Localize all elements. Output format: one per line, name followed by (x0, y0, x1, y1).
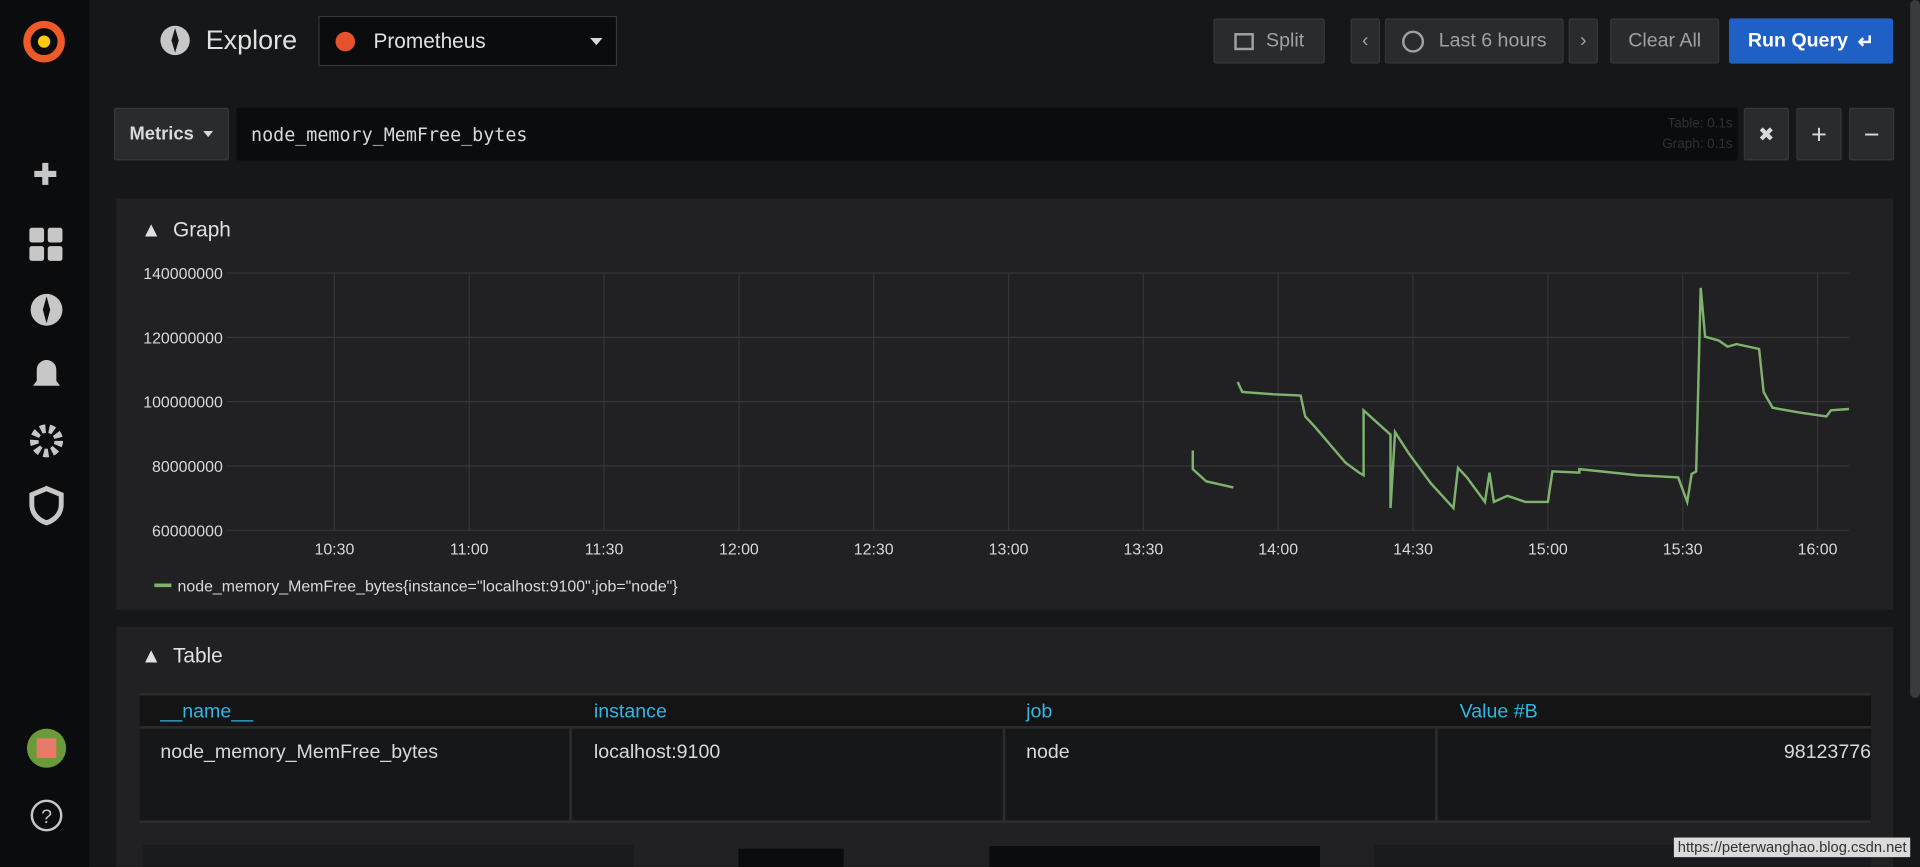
metrics-button[interactable]: Metrics (113, 107, 229, 161)
time-forward[interactable]: › (1568, 18, 1598, 64)
time-range: Last 6 hours (1438, 30, 1547, 51)
y-tick-label: 100000000 (143, 395, 223, 412)
x-tick-label: 11:30 (585, 542, 624, 559)
run-query-label: Run Query (1747, 30, 1848, 51)
sidebar-icons: ? (23, 20, 67, 832)
timing: Graph: 0.1s (1662, 137, 1733, 152)
x-tick-label: 12:30 (854, 542, 894, 559)
legend-label: node_memory_MemFree_bytes{instance="loca… (178, 578, 679, 595)
x-tick-label: 15:00 (1528, 542, 1568, 559)
cell-divider (1435, 728, 1438, 823)
column-header[interactable]: Value #B (1459, 701, 1538, 723)
time-picker[interactable]: Last 6 hours (1384, 18, 1564, 64)
prometheus-icon (335, 31, 356, 52)
grafana-logo[interactable] (23, 20, 65, 63)
pager-button[interactable] (738, 848, 844, 867)
datasource-picker[interactable]: Prometheus (318, 15, 618, 67)
logo-core (37, 35, 51, 48)
dropdown-caret (590, 37, 603, 46)
admin-icon[interactable] (29, 485, 64, 526)
y-tick-label: 120000000 (143, 330, 223, 347)
help-mark: ? (41, 806, 52, 828)
pager-select[interactable] (989, 846, 1321, 867)
x-tick-label: 15:30 (1663, 542, 1703, 559)
dashboards-icon[interactable] (29, 227, 63, 261)
clear-all-label: Clear All (1628, 30, 1702, 51)
split-label: Split (1266, 30, 1305, 51)
pager-area (143, 844, 634, 867)
split-button[interactable]: Split (1213, 18, 1325, 64)
x-tick-label: 16:00 (1798, 542, 1838, 559)
query-expression: node_memory_MemFree_bytes (251, 123, 528, 146)
table-cell: node_memory_MemFree_bytes (160, 742, 439, 763)
sidebar: ? (0, 0, 90, 867)
graph-panel: ▲ Graph 60000000 80000000 100000000 1200000… (116, 198, 1894, 610)
page-title: Explore (205, 24, 298, 56)
x-tick-label: 13:00 (989, 542, 1029, 559)
column-header[interactable]: __name__ (160, 701, 254, 723)
y-tick-label: 80000000 (152, 459, 223, 476)
x-tick-label: 14:30 (1393, 542, 1433, 559)
data-line (1191, 287, 1850, 511)
cell-divider (569, 728, 572, 823)
y-tick-label: 140000000 (143, 266, 223, 283)
table-cell: node (1026, 742, 1070, 763)
graph-toggle[interactable]: ▲ Graph (140, 217, 231, 242)
help-icon[interactable] (30, 799, 63, 832)
config-icon[interactable] (30, 424, 64, 458)
x-tick-label: 10:30 (314, 542, 354, 559)
remove-row-button[interactable]: − (1848, 107, 1895, 161)
table-cell: 98123776 (1783, 742, 1872, 763)
table-toggle[interactable]: ▲ Table (140, 644, 223, 668)
table-heading: Table (172, 644, 223, 668)
add-query-button[interactable]: + (1796, 107, 1842, 161)
scrollbar[interactable] (1910, 0, 1920, 698)
cell-divider (1002, 728, 1006, 823)
graph-heading: Graph (172, 217, 231, 242)
x-tick-label: 14:00 (1258, 542, 1298, 559)
query-timings: Table: 0.1s Graph: 0.1s (1662, 114, 1732, 156)
clear-all-button[interactable]: Clear All (1610, 18, 1720, 64)
timing: Table: 0.1s (1667, 116, 1733, 132)
metrics-label: Metrics (129, 123, 194, 145)
query-field[interactable]: node_memory_MemFree_bytes Table: 0.1s Gra… (236, 107, 1738, 161)
table-cell: localhost:9100 (593, 742, 721, 763)
chart: 60000000 80000000 100000000 120000000 140000… (143, 266, 1850, 595)
remove-query-button[interactable]: ✖ (1743, 107, 1789, 161)
table-row: node_memory_MemFree_bytes localhost:9100… (139, 728, 1872, 823)
column-header[interactable]: job (1026, 701, 1053, 723)
table-panel: ▲ Table __name__ instance job Value #B n… (116, 626, 1894, 867)
time-back[interactable]: ‹ (1350, 18, 1381, 64)
x-tick-label: 13:30 (1123, 542, 1163, 559)
avatar-face (36, 738, 57, 758)
table-header: __name__ instance job Value #B (139, 693, 1872, 729)
run-query-button[interactable]: Run Query ↵ (1728, 18, 1894, 64)
watermark: https://peterwanghao.blog.csdn.net (1674, 837, 1911, 858)
x-tick-label: 12:00 (719, 542, 759, 559)
y-tick-label: 60000000 (152, 523, 223, 540)
create-icon[interactable] (34, 162, 57, 185)
column-header[interactable]: instance (593, 701, 667, 723)
explore-title-icon (160, 25, 190, 56)
datasource-name: Prometheus (373, 29, 486, 53)
x-tick-label: 11:00 (450, 542, 489, 559)
alerting-icon[interactable] (33, 360, 61, 386)
